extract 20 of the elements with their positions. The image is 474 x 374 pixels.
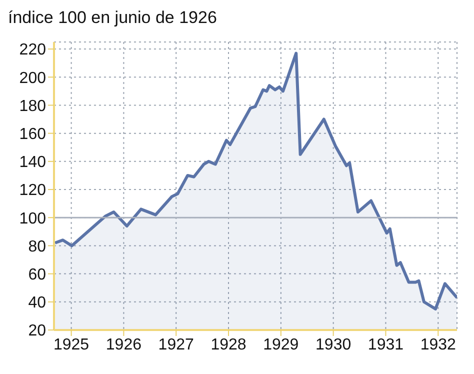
x-tick-label: 1932 [420,336,456,354]
y-tick-label: 60 [28,266,46,284]
x-tick-label: 1929 [263,336,299,354]
y-tick-label: 80 [28,238,46,256]
x-tick-label: 1928 [210,336,246,354]
y-tick-label: 200 [19,70,46,87]
y-tick-label: 160 [19,126,46,143]
y-tick-label: 40 [28,294,46,312]
y-tick-label: 180 [19,98,46,115]
y-tick-label: 100 [19,210,46,228]
x-tick-label: 1926 [106,336,142,354]
x-tick-label: 1925 [53,336,90,354]
y-tick-label: 120 [19,182,46,200]
y-tick-label: 220 [19,42,46,59]
y-tick-label: 140 [19,154,46,172]
x-tick-label: 1930 [316,336,352,354]
x-tick-label: 1927 [158,336,194,354]
x-tick-label: 1931 [368,336,404,354]
chart-title: índice 100 en junio de 1926 [8,8,217,28]
y-tick-label: 20 [28,322,46,340]
